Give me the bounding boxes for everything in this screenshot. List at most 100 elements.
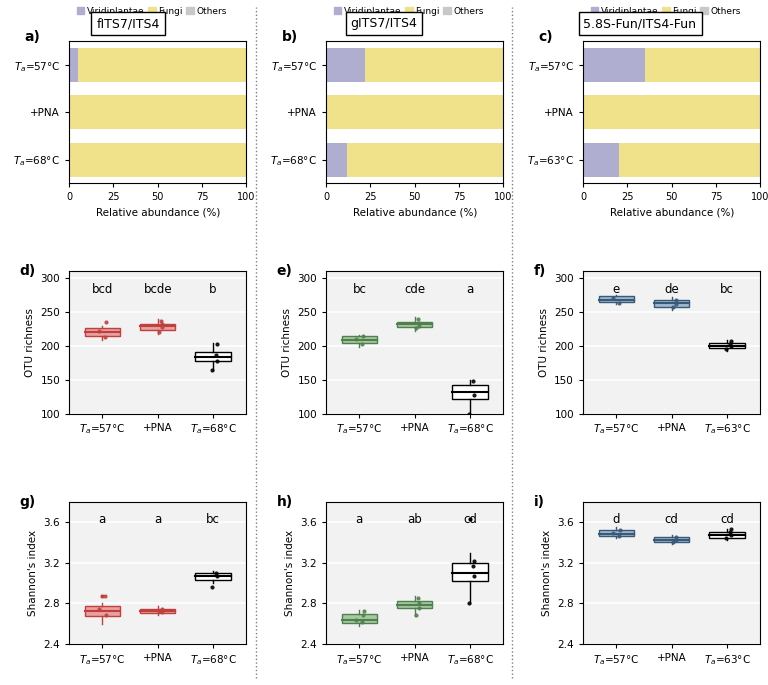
Text: cd: cd [665, 513, 679, 526]
Bar [326, 95, 503, 129]
Point [468, 555, 480, 566]
Point [667, 537, 679, 548]
Point [206, 582, 218, 593]
Point [670, 299, 682, 310]
Point [210, 350, 222, 361]
Text: g): g) [19, 495, 36, 509]
Point [409, 323, 422, 334]
Polygon shape [195, 352, 231, 361]
Point [211, 338, 223, 349]
Point [413, 321, 425, 332]
Point [357, 330, 369, 341]
Point [724, 340, 737, 351]
Point [413, 603, 425, 614]
Point [210, 356, 223, 367]
Polygon shape [452, 562, 488, 581]
Point [614, 531, 626, 542]
Polygon shape [84, 606, 120, 616]
Point [156, 604, 168, 615]
Point [720, 533, 733, 544]
Point [93, 604, 105, 615]
Point [356, 338, 369, 349]
Point [725, 336, 737, 347]
Polygon shape [84, 328, 120, 336]
Polygon shape [598, 297, 634, 302]
Point [359, 606, 371, 617]
Point [357, 610, 369, 621]
Text: b: b [210, 283, 217, 296]
Text: cd: cd [720, 513, 734, 526]
Point [725, 523, 737, 534]
Bar [583, 142, 618, 177]
Point [720, 343, 733, 354]
Legend: Viridiplantae, Fungi, Others: Viridiplantae, Fungi, Others [74, 3, 230, 19]
Polygon shape [342, 336, 377, 343]
Text: bc: bc [353, 283, 366, 296]
Text: b): b) [282, 29, 298, 44]
Point [210, 567, 222, 578]
Legend: Viridiplantae, Fungi, Others: Viridiplantae, Fungi, Others [588, 3, 744, 19]
Point [99, 332, 111, 342]
Y-axis label: Shannon's index: Shannon's index [285, 530, 295, 616]
Polygon shape [710, 532, 745, 538]
Bar [326, 142, 347, 177]
Point [723, 527, 736, 538]
Point [614, 525, 626, 536]
Bar [69, 95, 247, 129]
Point [153, 606, 165, 617]
Point [356, 616, 369, 627]
Text: h): h) [276, 495, 293, 509]
Text: a: a [99, 513, 106, 526]
Point [100, 316, 112, 327]
Point [667, 302, 679, 313]
Text: bc: bc [720, 283, 734, 296]
Text: a: a [356, 513, 363, 526]
Point [350, 614, 362, 625]
Bar [326, 48, 365, 82]
Text: e: e [613, 283, 620, 296]
Text: bcde: bcde [144, 283, 172, 296]
Point [614, 297, 626, 308]
Text: a: a [466, 283, 474, 296]
Y-axis label: OTU richness: OTU richness [282, 308, 292, 377]
Text: cd: cd [463, 513, 477, 526]
Text: bc: bc [206, 513, 220, 526]
Polygon shape [342, 614, 377, 623]
Point [156, 321, 168, 332]
Point [409, 610, 422, 621]
Bar [645, 48, 760, 82]
Bar [78, 48, 247, 82]
Polygon shape [654, 300, 690, 307]
Polygon shape [140, 610, 175, 614]
Text: bcd: bcd [91, 283, 113, 296]
Point [96, 630, 108, 641]
X-axis label: Relative abundance (%): Relative abundance (%) [95, 208, 220, 218]
Point [724, 530, 737, 540]
Point [463, 598, 475, 609]
Polygon shape [654, 537, 690, 543]
Point [463, 408, 475, 419]
Text: gITS7/ITS4: gITS7/ITS4 [350, 18, 418, 30]
Point [155, 315, 167, 326]
Point [96, 590, 108, 601]
Text: i): i) [534, 495, 545, 509]
Text: f): f) [534, 264, 546, 278]
Point [607, 293, 620, 304]
Text: cde: cde [404, 283, 425, 296]
Point [670, 295, 682, 306]
Text: e): e) [276, 264, 293, 278]
X-axis label: Relative abundance (%): Relative abundance (%) [610, 208, 734, 218]
Point [723, 338, 736, 349]
Point [464, 514, 476, 525]
Bar [69, 48, 78, 82]
Polygon shape [397, 321, 432, 327]
Point [93, 325, 105, 336]
Point [412, 314, 425, 325]
Point [412, 593, 425, 603]
Point [156, 607, 168, 618]
Polygon shape [140, 323, 175, 329]
Bar [347, 142, 503, 177]
Text: a: a [154, 513, 161, 526]
Text: a): a) [25, 29, 41, 44]
Point [670, 532, 682, 543]
